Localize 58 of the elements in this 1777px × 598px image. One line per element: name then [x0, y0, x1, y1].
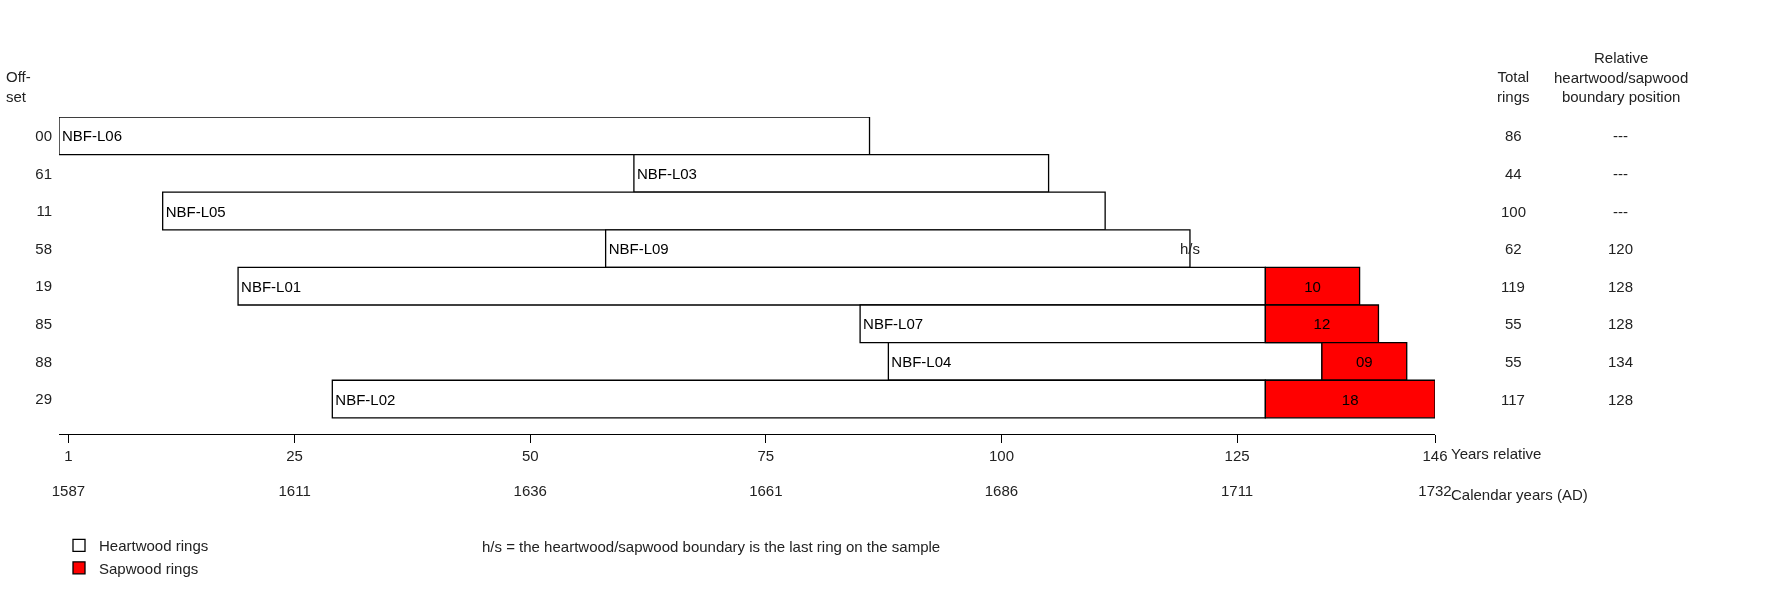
- x-tick-label: 1: [64, 447, 73, 465]
- text: 55: [1505, 315, 1522, 332]
- data-label: NBF-L09: [608, 240, 669, 258]
- data-label: 18: [1341, 390, 1359, 408]
- x2-tick-label: 1732: [1418, 482, 1452, 499]
- x-axis-title: Years relative: [1451, 445, 1542, 462]
- text: 100: [1501, 203, 1527, 220]
- legend-label: Heartwood rings: [99, 537, 209, 555]
- text: ---: [1613, 127, 1628, 144]
- y-tick-label: 61: [35, 164, 52, 182]
- x-tick-label: 100: [988, 447, 1014, 465]
- text: 120: [1608, 240, 1634, 257]
- legend-label: Sapwood rings: [99, 559, 199, 577]
- text: 128: [1608, 278, 1634, 295]
- data-label: NBF-L01: [241, 277, 302, 295]
- y-tick-label: 85: [35, 315, 52, 333]
- y-tick-label: 29: [35, 390, 52, 408]
- data-label: 10: [1304, 277, 1321, 295]
- data-label: 09: [1355, 352, 1373, 370]
- x2-tick-label: 1711: [1220, 482, 1254, 499]
- data-label: NBF-L05: [165, 202, 226, 220]
- text: Total rings: [1497, 68, 1530, 105]
- text: Relative heartwood/sapwood boundary position: [1554, 49, 1689, 105]
- y-tick-label: 58: [35, 239, 52, 257]
- data-label: NBF-L03: [636, 164, 697, 182]
- text: 128: [1608, 391, 1634, 408]
- text: 62: [1505, 240, 1522, 257]
- text: 119: [1501, 278, 1525, 295]
- x2-tick-label: 1587: [51, 482, 86, 499]
- x2-tick-label: 1611: [278, 482, 311, 499]
- x2-tick-label: 1686: [984, 482, 1019, 499]
- text: 86: [1505, 127, 1522, 144]
- x-tick-label: 75: [757, 447, 775, 465]
- data-label: NBF-L06: [62, 127, 123, 145]
- y-axis-title: Off- set: [6, 68, 31, 105]
- y-tick-label: 00: [35, 127, 52, 145]
- text: h/s = the heartwood/sapwood boundary is the last ring on the sample: [482, 538, 941, 555]
- x2-tick-label: 1661: [749, 482, 783, 499]
- text: 117: [1501, 391, 1525, 408]
- x-tick-label: 146: [1422, 447, 1448, 465]
- data-label: NBF-L04: [891, 352, 952, 370]
- data-label: NBF-L07: [863, 315, 924, 333]
- text: 55: [1505, 353, 1522, 370]
- y-tick-label: 11: [36, 202, 52, 220]
- text: 128: [1608, 315, 1634, 332]
- text: 44: [1505, 165, 1522, 182]
- x-tick-label: 50: [521, 447, 539, 465]
- y-tick-label: 19: [35, 277, 52, 295]
- x2-tick-label: 1636: [513, 482, 547, 499]
- x2-axis-title: Calendar years (AD): [1451, 486, 1588, 503]
- text: ---: [1613, 203, 1628, 220]
- data-label: NBF-L02: [335, 390, 396, 408]
- x-tick-label: 25: [286, 447, 303, 465]
- text: ---: [1613, 165, 1628, 182]
- y-tick-label: 88: [35, 352, 52, 370]
- x-tick-label: 125: [1224, 447, 1250, 465]
- text: 134: [1608, 353, 1634, 370]
- data-label: 12: [1313, 315, 1331, 333]
